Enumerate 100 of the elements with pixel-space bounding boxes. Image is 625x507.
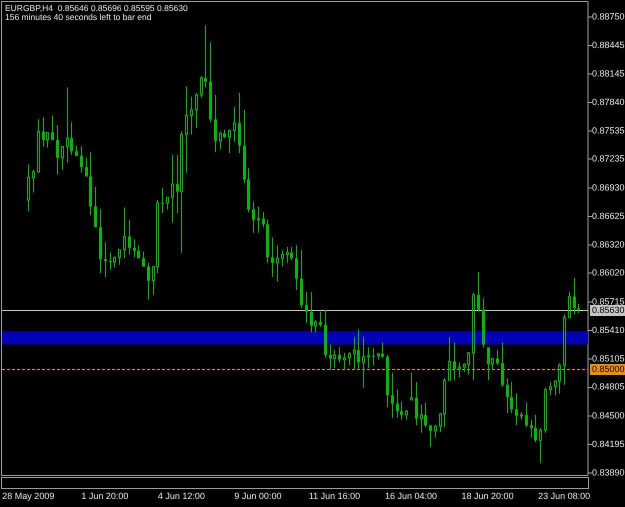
candlestick (515, 392, 518, 426)
y-tick-label: 0.87840 (592, 96, 625, 107)
candlestick (27, 164, 30, 212)
candlestick (66, 86, 69, 163)
candlestick (506, 378, 509, 414)
candlestick (496, 350, 499, 366)
y-tick-label: 0.84805 (592, 382, 625, 392)
candlestick (128, 219, 131, 255)
candlestick (233, 106, 236, 142)
candlestick (166, 196, 169, 210)
y-tick-label: 0.83890 (592, 468, 625, 478)
candlestick (61, 146, 64, 170)
x-tick-label: 18 Jun 20:00 (462, 490, 514, 501)
candlestick (501, 342, 504, 388)
candlestick (429, 424, 432, 448)
candlestick (281, 249, 284, 268)
candlestick (400, 401, 403, 420)
candlestick (510, 382, 513, 414)
candlestick (195, 92, 198, 128)
candlestick (276, 244, 279, 282)
candlestick (458, 362, 461, 378)
ref-line-label: 0.85630 (592, 304, 625, 315)
candlestick (357, 329, 360, 370)
candlestick (42, 116, 45, 148)
candlestick (453, 342, 456, 381)
candlestick (420, 404, 423, 434)
y-tick-label: 0.86625 (592, 210, 625, 221)
y-tick-label: 0.86930 (592, 182, 625, 192)
candlestick (85, 157, 88, 178)
candlestick (525, 402, 528, 428)
candlestick (214, 94, 217, 153)
ref-line-label: 0.85000 (592, 364, 625, 374)
y-tick-label: 0.87535 (592, 126, 625, 136)
candlestick (381, 342, 384, 358)
candlestick (161, 187, 164, 214)
y-tick-label: 0.87235 (592, 154, 625, 164)
candlestick (219, 131, 222, 150)
y-tick-label: 0.85715 (592, 296, 625, 306)
candlestick (477, 272, 480, 312)
x-tick-label: 9 Jun 00:00 (234, 490, 282, 501)
candlestick (319, 311, 322, 328)
candlestick (104, 242, 107, 278)
x-tick-label: 28 May 2009 (2, 490, 54, 501)
candlestick (171, 154, 174, 224)
y-tick-label: 0.84195 (592, 438, 625, 449)
candlestick (70, 122, 73, 156)
candlestick (262, 212, 265, 228)
candlestick (180, 131, 183, 254)
candlestick (396, 389, 399, 418)
y-tick-label: 0.86020 (592, 268, 625, 278)
candlestick (415, 382, 418, 426)
candlestick (467, 352, 470, 376)
candlestick (137, 244, 140, 259)
x-tick-label: 23 Jun 08:00 (538, 490, 590, 501)
candlestick (424, 402, 427, 428)
candlestick (563, 314, 566, 386)
candlestick (286, 246, 289, 264)
candlestick (391, 372, 394, 418)
y-tick-label: 0.85105 (592, 354, 625, 364)
candlestick (147, 262, 150, 300)
candlestick (94, 186, 97, 228)
y-tick-label: 0.88750 (592, 12, 625, 22)
candlestick (80, 146, 83, 174)
y-tick-label: 0.88445 (592, 40, 625, 50)
x-tick-label: 11 Jun 16:00 (308, 490, 360, 501)
candlestick (573, 277, 576, 316)
candlestick (487, 346, 490, 381)
candlestick (333, 350, 336, 369)
candlestick (56, 124, 59, 176)
candlestick (271, 237, 274, 278)
candlestick (118, 249, 121, 266)
candlestick (305, 291, 308, 324)
candlestick (329, 344, 332, 370)
candlestick (577, 303, 580, 314)
candlestick (343, 352, 346, 370)
candlestick (185, 86, 188, 174)
candlestick (51, 115, 54, 140)
candlestick (534, 414, 537, 443)
text: 156 minutes 40 seconds left to bar end (5, 12, 152, 22)
candlestick (295, 244, 298, 291)
candlestick (252, 201, 255, 234)
candlestick (32, 169, 35, 194)
x-tick-label: 1 Jun 20:00 (81, 490, 128, 501)
candlestick (448, 336, 451, 381)
candlestick (257, 206, 260, 234)
candlestick (443, 378, 446, 428)
candlestick (123, 207, 126, 259)
candlestick (75, 145, 78, 156)
y-tick-label: 0.86320 (592, 240, 625, 250)
candlestick (228, 129, 231, 154)
candlestick (353, 336, 356, 370)
y-tick-label: 0.84500 (592, 410, 625, 420)
candlestick (348, 352, 351, 366)
candlestick (190, 96, 193, 135)
x-tick-label: 16 Jun 04:00 (384, 490, 438, 501)
candlestick (338, 346, 341, 363)
candlestick (549, 382, 552, 396)
candlestick (558, 362, 561, 394)
x-tick-label: 4 Jun 12:00 (158, 490, 205, 501)
candlestick (290, 246, 293, 261)
